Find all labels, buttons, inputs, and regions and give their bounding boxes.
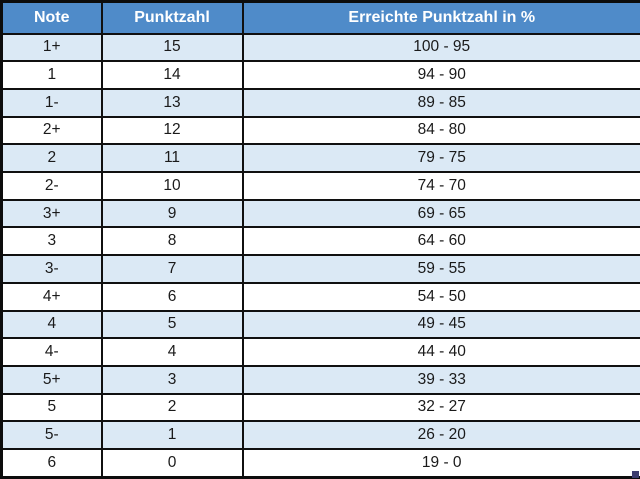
table-row: 2- 10 74 - 70 [0, 171, 640, 201]
header-row: Note Punktzahl Erreichte Punktzahl in % [0, 0, 640, 35]
table-row: 1+ 15 100 - 95 [0, 32, 640, 63]
table-row: 2+ 12 84 - 80 [0, 115, 640, 146]
table-row: 1- 13 89 - 85 [0, 87, 640, 118]
table-row: 4+ 6 54 - 50 [0, 281, 640, 312]
prozent-cell: 39 - 33 [241, 364, 640, 395]
prozent-cell: 74 - 70 [241, 171, 640, 201]
note-cell: 4 [0, 309, 103, 340]
note-cell: 2+ [0, 115, 103, 146]
table-row: 3 8 64 - 60 [0, 226, 640, 257]
prozent-cell: 69 - 65 [241, 198, 640, 229]
note-cell: 6 [0, 448, 103, 479]
prozent-cell: 100 - 95 [241, 32, 640, 63]
note-cell: 5- [0, 420, 103, 451]
punktzahl-cell: 11 [100, 143, 244, 174]
prozent-cell: 94 - 90 [241, 60, 640, 90]
punktzahl-cell: 10 [100, 171, 244, 201]
note-cell: 4+ [0, 281, 103, 312]
prozent-cell: 84 - 80 [241, 115, 640, 146]
punktzahl-cell: 13 [100, 87, 244, 118]
punktzahl-cell: 2 [100, 392, 244, 423]
prozent-cell: 59 - 55 [241, 254, 640, 284]
note-cell: 4- [0, 337, 103, 367]
note-cell: 5 [0, 392, 103, 423]
table-row: 3+ 9 69 - 65 [0, 198, 640, 229]
prozent-cell: 79 - 75 [241, 143, 640, 174]
header-prozent: Erreichte Punktzahl in % [241, 0, 640, 35]
grade-table-body: 1+ 15 100 - 95 1 14 94 - 90 1- 13 89 - 85 2+ 12 84 … [0, 32, 640, 479]
punktzahl-cell: 8 [100, 226, 244, 257]
punktzahl-cell: 6 [100, 281, 244, 312]
prozent-cell: 26 - 20 [241, 420, 640, 451]
prozent-cell: 54 - 50 [241, 281, 640, 312]
prozent-cell: 44 - 40 [241, 337, 640, 367]
note-cell: 1+ [0, 32, 103, 63]
punktzahl-cell: 4 [100, 337, 244, 367]
table-row: 6 0 19 - 0 [0, 448, 640, 479]
punktzahl-cell: 12 [100, 115, 244, 146]
note-cell: 1- [0, 87, 103, 118]
header-note: Note [0, 0, 103, 35]
punktzahl-cell: 3 [100, 364, 244, 395]
note-cell: 1 [0, 60, 103, 90]
table-row: 5 2 32 - 27 [0, 392, 640, 423]
note-cell: 2 [0, 143, 103, 174]
prozent-cell: 32 - 27 [241, 392, 640, 423]
prozent-cell: 89 - 85 [241, 87, 640, 118]
note-cell: 2- [0, 171, 103, 201]
note-cell: 3- [0, 254, 103, 284]
prozent-cell: 19 - 0 [241, 448, 640, 479]
table-row: 1 14 94 - 90 [0, 60, 640, 90]
punktzahl-cell: 7 [100, 254, 244, 284]
table-row: 4 5 49 - 45 [0, 309, 640, 340]
table-row: 2 11 79 - 75 [0, 143, 640, 174]
punktzahl-cell: 14 [100, 60, 244, 90]
header-punktzahl: Punktzahl [100, 0, 244, 35]
table-row: 5+ 3 39 - 33 [0, 364, 640, 395]
note-cell: 3+ [0, 198, 103, 229]
punktzahl-cell: 0 [100, 448, 244, 479]
table-row: 4- 4 44 - 40 [0, 337, 640, 367]
punktzahl-cell: 15 [100, 32, 244, 63]
selection-corner-handle [632, 471, 639, 478]
table-row: 3- 7 59 - 55 [0, 254, 640, 284]
table-row: 5- 1 26 - 20 [0, 420, 640, 451]
note-cell: 3 [0, 226, 103, 257]
table-header: Note Punktzahl Erreichte Punktzahl in % [0, 0, 640, 35]
punktzahl-cell: 1 [100, 420, 244, 451]
prozent-cell: 64 - 60 [241, 226, 640, 257]
punktzahl-cell: 9 [100, 198, 244, 229]
punktzahl-cell: 5 [100, 309, 244, 340]
prozent-cell: 49 - 45 [241, 309, 640, 340]
note-cell: 5+ [0, 364, 103, 395]
